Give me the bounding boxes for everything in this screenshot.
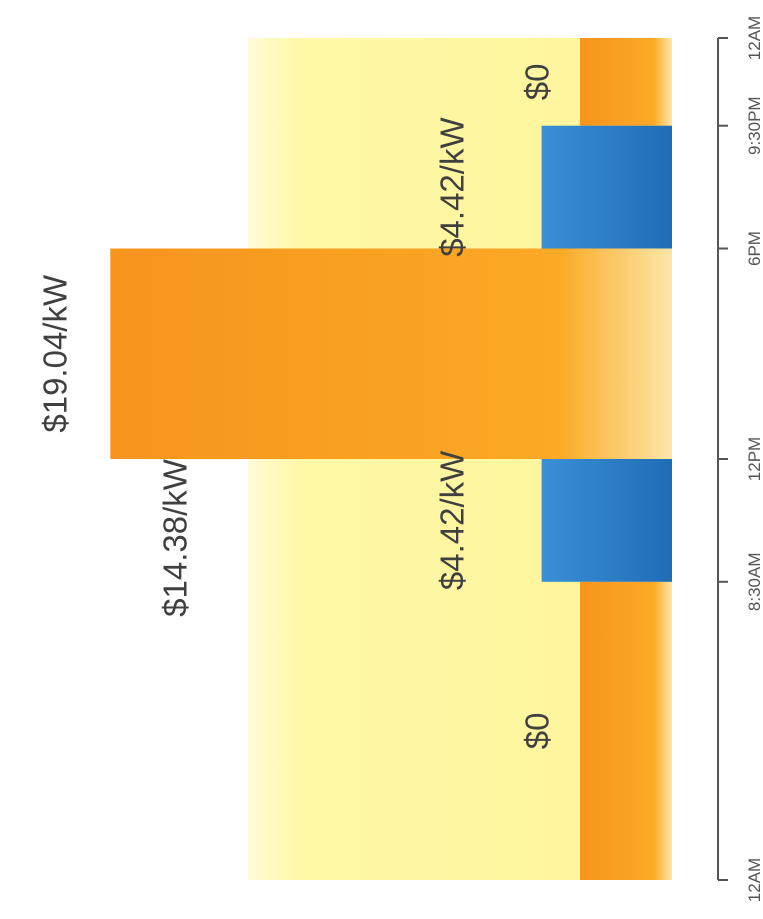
bar-0-1	[580, 38, 672, 126]
tick-label: 6PM	[745, 231, 763, 266]
tick-label: 9:30PM	[745, 96, 763, 155]
tick-label: 12AM	[745, 16, 763, 60]
data-labels: $0 $0 $4.42/kW $4.42/kW $19.04/kW $14.38/kW	[37, 63, 556, 749]
bar-1-0	[541, 459, 672, 582]
bar-1-1	[541, 125, 672, 249]
data-label-all-day: $14.38/kW	[157, 458, 194, 617]
bars-layer	[110, 38, 673, 880]
data-label-mid-evening: $4.42/kW	[434, 117, 471, 257]
bar-0-0	[580, 581, 672, 880]
tick-label: 12AM	[745, 858, 763, 902]
data-label-mid-morning: $4.42/kW	[434, 450, 471, 590]
tick-label: 12PM	[745, 437, 763, 481]
time-axis: 12AM 8:30AM 12PM 6PM 9:30PM 12AM	[717, 16, 763, 902]
data-label-offpeak-left: $0	[519, 713, 556, 750]
tick-label: 8:30AM	[745, 552, 763, 611]
bar-0-2	[110, 248, 672, 459]
data-label-offpeak-right: $0	[519, 63, 556, 100]
data-label-peak: $19.04/kW	[37, 274, 74, 433]
